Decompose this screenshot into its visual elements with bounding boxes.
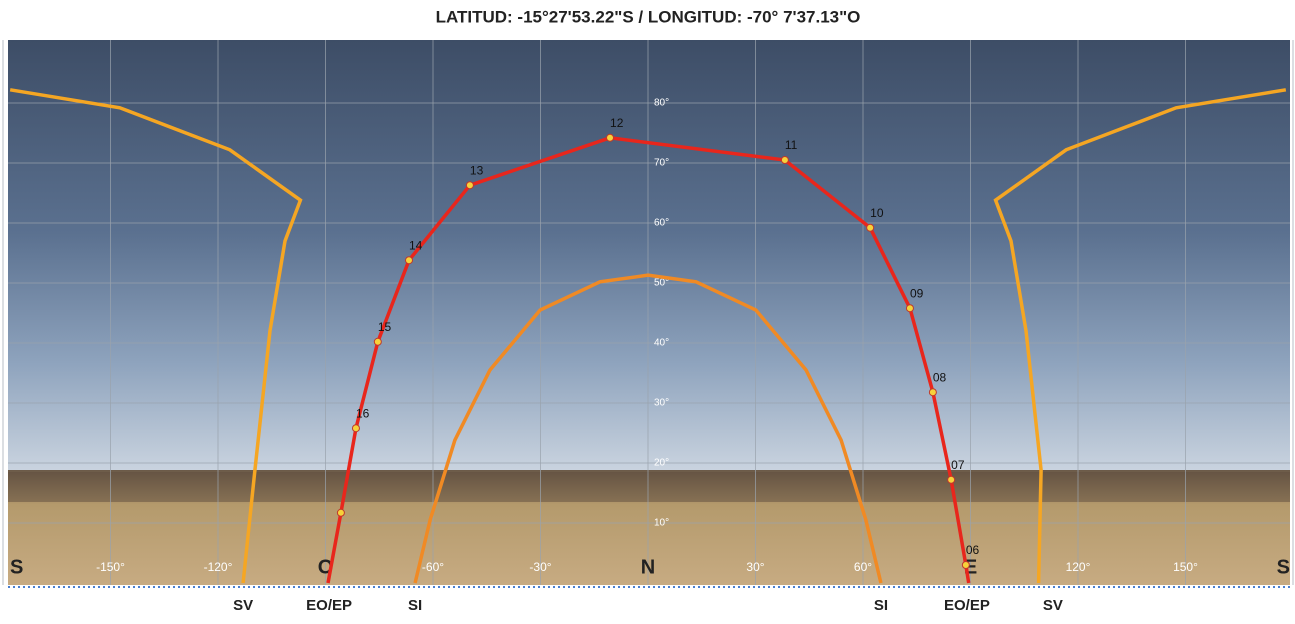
horizon-label: EO/EP xyxy=(306,597,352,614)
hour-point xyxy=(905,304,914,313)
hour-point xyxy=(928,388,937,397)
horizon-label: SV xyxy=(233,597,253,614)
x-tick-label: -120° xyxy=(204,560,233,574)
x-tick-label: -30° xyxy=(529,560,551,574)
horizon-label: SV xyxy=(1043,597,1063,614)
hour-label: 11 xyxy=(785,138,798,152)
horizon-label: SI xyxy=(874,597,888,614)
hour-point xyxy=(373,337,382,346)
sun-path xyxy=(9,88,303,584)
hour-point xyxy=(351,424,360,433)
hour-point xyxy=(866,223,875,232)
x-tick-label: N xyxy=(641,556,655,578)
y-tick-label: 10° xyxy=(654,518,669,529)
sun-path xyxy=(413,273,883,584)
sun-path xyxy=(326,136,971,584)
x-tick-label: -60° xyxy=(422,560,444,574)
chart-title: LATITUD: -15°27'53.22"S / LONGITUD: -70°… xyxy=(436,7,861,26)
hour-label: 12 xyxy=(610,116,624,130)
hour-point xyxy=(961,561,970,569)
hour-label: 08 xyxy=(933,370,947,384)
hour-label: 07 xyxy=(951,458,965,472)
y-tick-label: 60° xyxy=(654,218,669,229)
sky-photo xyxy=(8,40,1290,470)
hour-label: 09 xyxy=(910,286,924,300)
x-tick-label: 120° xyxy=(1066,560,1091,574)
x-tick-label: S xyxy=(10,556,23,578)
horizon-label: EO/EP xyxy=(944,597,990,614)
y-tick-label: 20° xyxy=(654,458,669,469)
x-tick-label: 30° xyxy=(746,560,764,574)
hour-label: 16 xyxy=(356,406,370,420)
hour-label: 14 xyxy=(409,238,423,252)
hour-point xyxy=(404,256,413,265)
hour-label: 15 xyxy=(378,320,392,334)
hour-point xyxy=(336,508,345,517)
x-tick-label: 150° xyxy=(1173,560,1198,574)
x-tick-label: S xyxy=(1277,556,1290,578)
hour-point xyxy=(606,133,615,142)
hour-point xyxy=(780,156,789,164)
hour-label: 06 xyxy=(966,543,980,557)
buildings xyxy=(8,472,1290,502)
y-tick-label: 80° xyxy=(654,98,669,109)
hour-label: 13 xyxy=(470,163,484,177)
y-tick-label: 40° xyxy=(654,338,669,349)
y-tick-label: 50° xyxy=(654,278,669,289)
y-tick-label: 70° xyxy=(654,158,669,169)
horizon-label: SI xyxy=(408,597,422,614)
sun-path xyxy=(993,88,1287,584)
hour-point xyxy=(947,475,956,484)
hour-label: 10 xyxy=(870,206,884,220)
x-tick-label: 60° xyxy=(854,560,872,574)
x-tick-label: -150° xyxy=(96,560,125,574)
hour-point xyxy=(465,181,474,190)
y-tick-label: 30° xyxy=(654,398,669,409)
